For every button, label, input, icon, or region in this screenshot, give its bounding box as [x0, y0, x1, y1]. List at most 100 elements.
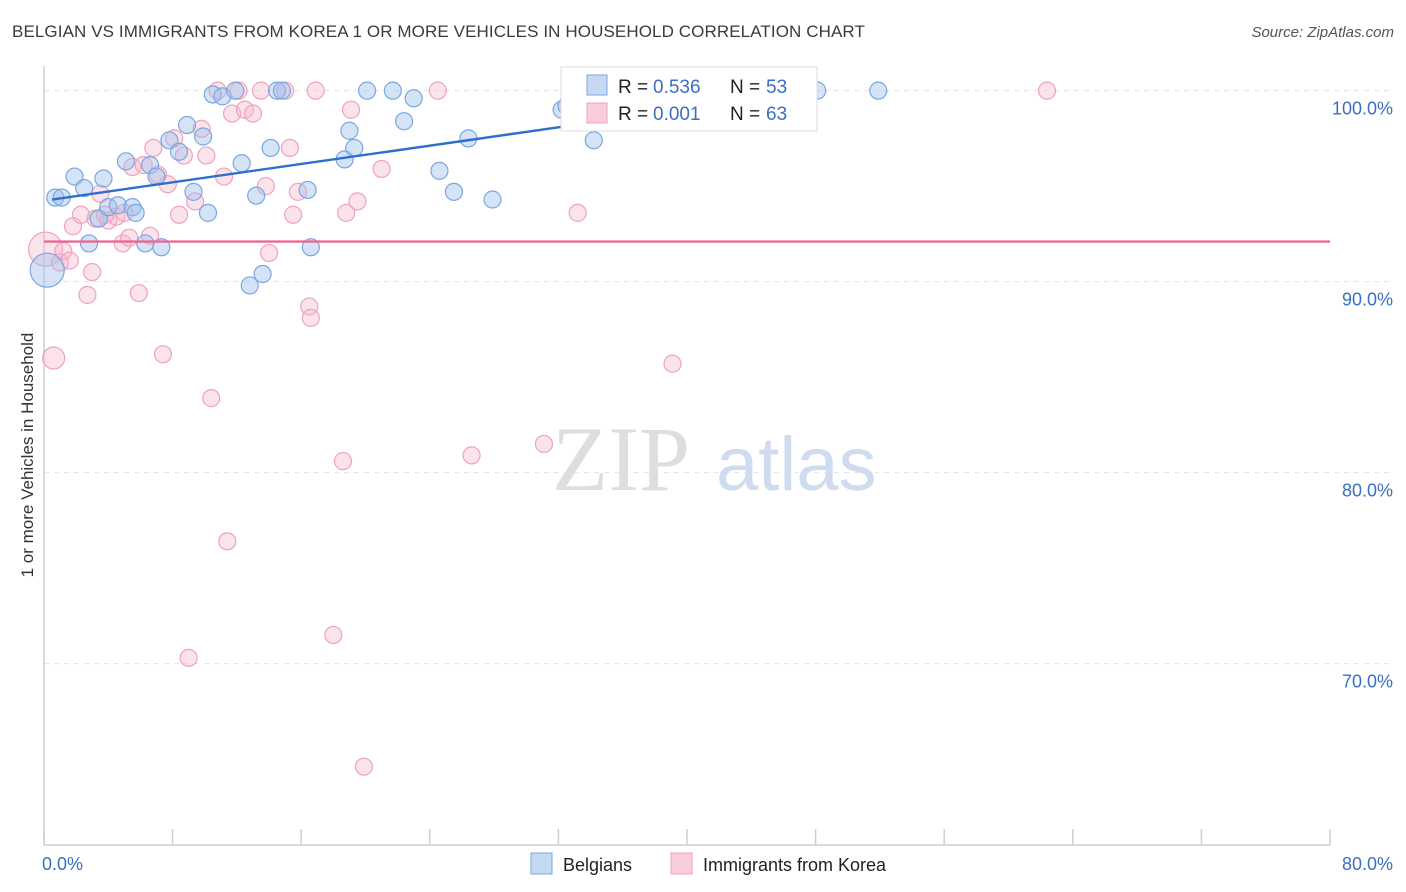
korea-point-47 — [324, 625, 343, 645]
belgian-point-31 — [267, 81, 287, 100]
belgian-point-22 — [198, 203, 218, 222]
belgian-point-7 — [94, 169, 113, 188]
series-belgians-points — [29, 81, 888, 295]
korea-point-46 — [306, 81, 325, 100]
belgian-point-16 — [152, 238, 171, 257]
korea-point-50 — [341, 100, 361, 119]
legend-swatch-belgians — [586, 74, 608, 96]
korea-point-56 — [568, 203, 587, 222]
bottom-legend-label-belgians: Belgians — [563, 855, 632, 875]
watermark-atlas: atlas — [716, 422, 877, 507]
y-tick-label-1: 90.0% — [1342, 290, 1393, 310]
belgian-point-15 — [147, 167, 166, 186]
korea-point-16 — [129, 283, 148, 303]
gridlines — [44, 90, 1390, 665]
belgian-point-11 — [123, 198, 142, 217]
legend-n-value-1: 53 — [766, 77, 787, 98]
korea-point-48 — [333, 452, 353, 471]
korea-point-41 — [280, 138, 300, 158]
korea-point-17 — [134, 156, 153, 175]
bottom-legend-label-korea: Immigrants from Korea — [703, 855, 887, 875]
korea-point-6 — [71, 205, 91, 224]
belgian-point-13 — [136, 234, 155, 253]
korea-point-57 — [663, 354, 682, 373]
x-tick-label-1: 80.0% — [1342, 854, 1393, 874]
belgian-point-5 — [79, 234, 99, 253]
belgian-point-0 — [29, 252, 65, 288]
legend-r-label-1: R = — [618, 77, 648, 98]
korea-point-59 — [354, 757, 373, 776]
korea-point-49 — [337, 203, 356, 222]
series-legend: Belgians Immigrants from Korea — [530, 852, 887, 875]
series-korea-points — [28, 81, 1057, 776]
korea-point-29 — [197, 146, 216, 165]
korea-point-30 — [202, 389, 221, 408]
belgian-point-29 — [253, 264, 272, 284]
watermark-zip: ZIP — [552, 408, 690, 510]
belgian-point-28 — [247, 186, 266, 205]
korea-point-42 — [284, 205, 303, 224]
korea-point-39 — [259, 243, 279, 263]
y-tick-label-2: 80.0% — [1342, 481, 1393, 501]
belgian-point-18 — [169, 142, 189, 161]
belgian-point-14 — [140, 156, 160, 175]
legend-r-label-2: R = — [618, 104, 648, 125]
legend-n-value-2: 63 — [766, 104, 787, 125]
belgian-point-37 — [345, 138, 364, 158]
belgian-point-27 — [240, 276, 259, 295]
korea-point-37 — [251, 81, 271, 100]
belgian-point-32 — [272, 81, 292, 100]
korea-point-54 — [462, 446, 481, 465]
y-tick-label-3: 70.0% — [1342, 672, 1393, 692]
belgian-point-12 — [126, 203, 145, 222]
chart-title: BELGIAN VS IMMIGRANTS FROM KOREA 1 OR MO… — [12, 22, 865, 41]
legend-n-label-2: N = — [730, 104, 760, 125]
axes — [43, 66, 1331, 846]
korea-point-14 — [120, 228, 139, 247]
bottom-legend-swatch-korea — [670, 852, 693, 875]
belgian-point-20 — [184, 182, 203, 201]
belgian-point-9 — [108, 196, 128, 215]
legend-r-value-1: 0.536 — [653, 77, 701, 98]
belgian-point-42 — [444, 182, 464, 201]
korea-point-58 — [1037, 81, 1057, 100]
korea-point-38 — [256, 177, 275, 196]
korea-point-28 — [192, 119, 211, 138]
belgian-point-21 — [194, 127, 213, 146]
korea-point-55 — [534, 434, 554, 454]
korea-point-32 — [218, 532, 237, 551]
korea-point-36 — [243, 104, 263, 123]
korea-point-53 — [428, 81, 447, 100]
source-label: Source: ZipAtlas.com — [1251, 24, 1394, 41]
legend-swatch-korea — [586, 102, 608, 124]
korea-point-45 — [301, 308, 320, 328]
belgian-point-51 — [869, 81, 888, 100]
bottom-legend-swatch-belgians — [530, 852, 553, 875]
korea-point-52 — [372, 159, 391, 179]
correlation-legend: R = 0.536 N = 53 R = 0.001 N = 63 — [560, 66, 818, 132]
belgian-point-34 — [301, 238, 320, 257]
belgian-point-10 — [116, 152, 136, 171]
y-tick-label-0: 100.0% — [1332, 99, 1393, 119]
belgian-point-4 — [75, 178, 94, 198]
legend-n-label-1: N = — [730, 77, 760, 98]
korea-point-26 — [179, 648, 198, 667]
belgian-point-33 — [298, 180, 317, 200]
belgian-point-19 — [177, 115, 197, 135]
korea-point-1 — [42, 346, 66, 370]
belgian-point-40 — [404, 89, 423, 108]
korea-point-7 — [78, 285, 97, 305]
belgian-point-26 — [232, 154, 251, 173]
korea-point-51 — [348, 192, 367, 211]
korea-point-19 — [144, 138, 163, 158]
korea-point-8 — [83, 262, 102, 282]
belgian-point-25 — [226, 81, 245, 100]
watermark: ZIP atlas — [552, 408, 877, 510]
belgian-point-39 — [394, 112, 414, 131]
belgian-point-52 — [358, 81, 377, 100]
belgian-point-47 — [584, 131, 603, 150]
belgian-point-38 — [383, 81, 402, 100]
korea-point-21 — [153, 345, 173, 364]
korea-point-44 — [300, 297, 319, 316]
